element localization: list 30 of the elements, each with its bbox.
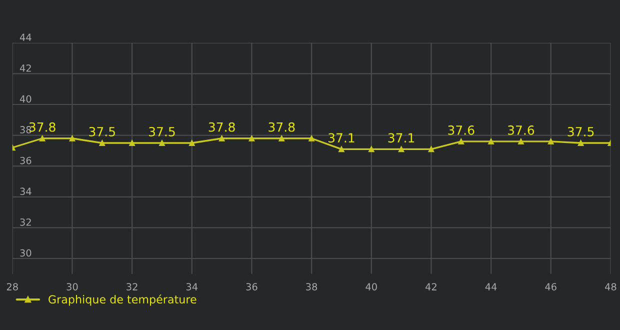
y-tick-label: 42	[20, 64, 31, 72]
y-tick-label: 36	[20, 156, 32, 164]
data-label: 37.8	[268, 122, 295, 132]
data-label: 37.8	[29, 122, 56, 132]
data-label: 37.5	[89, 126, 115, 136]
x-tick-label: 42	[426, 283, 436, 290]
y-tick-label: 34	[20, 188, 32, 196]
x-tick-label: 28	[6, 283, 18, 290]
data-label: 37.6	[508, 125, 534, 135]
x-tick-label: 46	[545, 283, 556, 290]
x-tick-label: 48	[604, 283, 616, 290]
data-label: 37.5	[568, 126, 594, 136]
y-tick-label: 32	[20, 218, 31, 226]
data-label: 37.1	[328, 133, 354, 143]
data-label: 37.1	[388, 133, 414, 143]
x-tick-label: 38	[306, 283, 318, 290]
y-tick-label: 40	[20, 95, 32, 103]
x-tick-label: 40	[366, 283, 377, 290]
x-tick-label: 44	[485, 283, 497, 290]
x-tick-label: 34	[186, 283, 198, 290]
legend-label: Graphique de température	[48, 294, 196, 306]
x-tick-label: 30	[66, 283, 78, 290]
x-tick-label: 36	[246, 283, 258, 290]
data-label: 37.5	[149, 126, 175, 136]
data-label: 37.6	[448, 125, 474, 135]
x-tick-label: 32	[126, 283, 138, 290]
data-label: 37.8	[208, 122, 235, 132]
y-tick-label: 44	[20, 34, 32, 41]
y-tick-label: 30	[20, 249, 32, 257]
y-tick-label: 38	[20, 126, 32, 134]
